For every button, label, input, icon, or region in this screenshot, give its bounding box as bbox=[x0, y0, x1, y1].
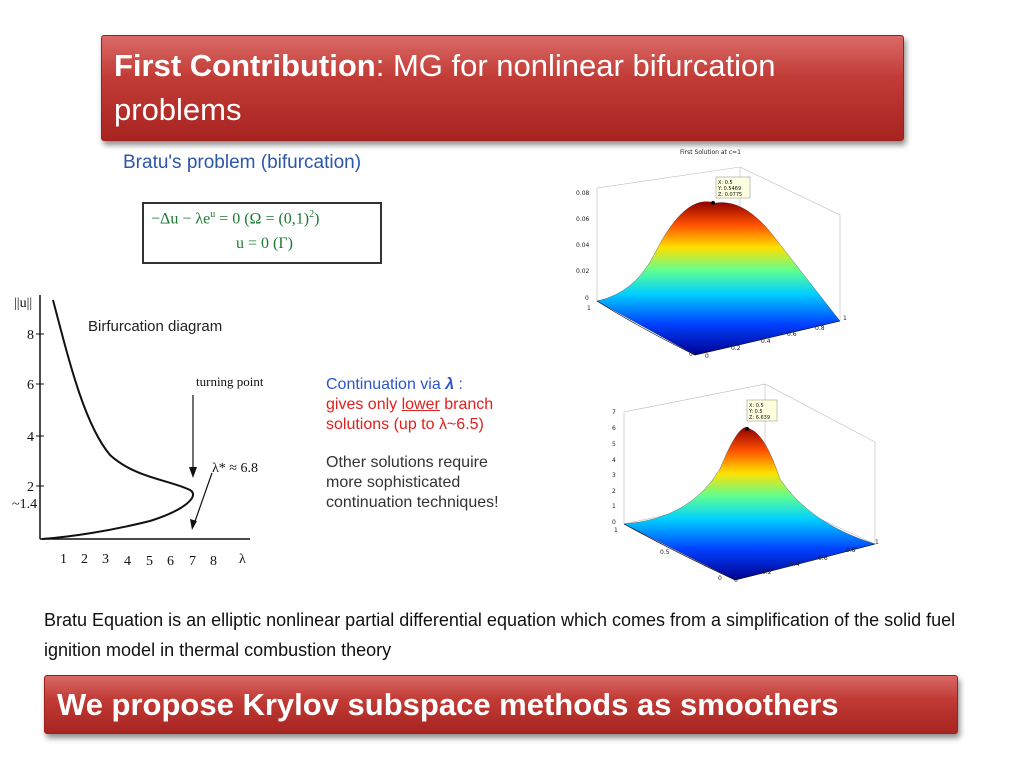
bif-xtick-8: 8 bbox=[210, 554, 217, 569]
bif-title: Birfurcation diagram bbox=[88, 318, 222, 335]
bif-xlabel: λ bbox=[239, 552, 246, 567]
title-banner: First Contribution: MG for nonlinear bif… bbox=[101, 35, 904, 141]
bif-xtick-2: 2 bbox=[81, 552, 88, 567]
plot2-surface bbox=[623, 427, 876, 581]
plot1-xtick-0.2: 0.2 bbox=[731, 345, 741, 352]
bif-ytick-8: 8 bbox=[27, 328, 34, 343]
plot2-ztick-5: 5 bbox=[612, 441, 616, 448]
bifurcation-diagram: ||u|| 8 6 4 2 ~1.4 1 2 3 4 5 6 7 8 λ Bir… bbox=[12, 295, 264, 569]
plot2-xtick-0.6: 0.6 bbox=[818, 555, 828, 562]
plot2-xtick-0.4: 0.4 bbox=[790, 561, 800, 568]
plot2-ztick-0: 0 bbox=[612, 519, 616, 526]
plot1-tip-x: X: 0.5 bbox=[718, 180, 733, 186]
plot2-ztick-7: 7 bbox=[612, 409, 616, 416]
bif-ytick-1.4: ~1.4 bbox=[12, 497, 37, 512]
plot2-xtick-0.2: 0.2 bbox=[762, 569, 772, 576]
plot2-ztick-1: 1 bbox=[612, 503, 616, 510]
plot1-ytick-0: 0 bbox=[689, 351, 693, 358]
equation-box: −Δu − λeu = 0 (Ω = (0,1)2) u = 0 (Γ) bbox=[142, 202, 382, 264]
equation-line-2: u = 0 (Γ) bbox=[236, 235, 293, 252]
plot1-xtick-0.8: 0.8 bbox=[815, 325, 825, 332]
bif-xtick-5: 5 bbox=[146, 554, 153, 569]
plot1-ztick-0: 0 bbox=[585, 295, 589, 302]
plot1-surface bbox=[596, 201, 841, 356]
plot1-xtick-0.6: 0.6 bbox=[787, 331, 797, 338]
plot1-xtick-0: 0 bbox=[705, 353, 709, 360]
cont-line-1: Continuation via λ : bbox=[326, 376, 463, 393]
plot2-ztick-3: 3 bbox=[612, 472, 616, 479]
plot1-ztick-0.02: 0.02 bbox=[576, 268, 590, 275]
plot2-ztick-6: 6 bbox=[612, 425, 616, 432]
plot1-tip-y: Y: 0.5469 bbox=[717, 186, 741, 192]
plot1-title: First Solution at c=1 bbox=[680, 149, 741, 156]
plot2-ztick-4: 4 bbox=[612, 457, 616, 464]
plot2-xtick-0: 0 bbox=[734, 577, 738, 584]
bif-y-ticks: 8 6 4 2 ~1.4 bbox=[12, 328, 37, 512]
plot2-ytick-0: 0 bbox=[718, 575, 722, 582]
plot1-ztick-0.04: 0.04 bbox=[576, 242, 590, 249]
title-rest: : MG for nonlinear bifurcation problems bbox=[114, 48, 776, 127]
plot2-ztick-2: 2 bbox=[612, 488, 616, 495]
cont-line-2: gives only lower branch bbox=[326, 396, 494, 413]
continuation-text: Continuation via λ : gives only lower br… bbox=[326, 375, 566, 513]
slide-title: First Contribution: MG for nonlinear bif… bbox=[114, 44, 893, 132]
plot1-tip-z: Z: 0.0775 bbox=[718, 192, 742, 198]
bif-xtick-4: 4 bbox=[124, 554, 131, 569]
bif-ytick-6: 6 bbox=[27, 378, 34, 393]
surface-plot-1: First Solution at c=1 X: 0.5 Y: 0.5469 Z… bbox=[576, 149, 847, 360]
plot2-tip-y: Y: 0.5 bbox=[748, 409, 763, 415]
plot1-xtick-0.4: 0.4 bbox=[761, 338, 771, 345]
cont-line-4: Other solutions require bbox=[326, 454, 488, 471]
bif-xtick-3: 3 bbox=[102, 552, 109, 567]
plot2-tip-z: Z: 6.639 bbox=[749, 415, 770, 421]
plot1-ytick-1: 1 bbox=[587, 305, 591, 312]
plot2-xtick-0.8: 0.8 bbox=[846, 547, 856, 554]
bif-xtick-6: 6 bbox=[167, 554, 174, 569]
footer-text: We propose Krylov subspace methods as sm… bbox=[57, 687, 839, 722]
title-bold: First Contribution bbox=[114, 48, 376, 83]
description-text: Bratu Equation is an elliptic nonlinear … bbox=[44, 610, 956, 660]
bif-x-ticks: 1 2 3 4 5 6 7 8 λ bbox=[60, 552, 246, 569]
bif-xtick-7: 7 bbox=[189, 554, 196, 569]
plot2-xtick-1: 1 bbox=[875, 539, 879, 546]
bif-xtick-1: 1 bbox=[60, 552, 67, 567]
bif-curve bbox=[41, 299, 194, 540]
plot1-ztick-0.08: 0.08 bbox=[576, 190, 590, 197]
equation-line-1: −Δu − λeu = 0 (Ω = (0,1)2) bbox=[151, 209, 320, 228]
bif-ytick-2: 2 bbox=[27, 480, 34, 495]
plot2-ytick-0.5: 0.5 bbox=[660, 549, 670, 556]
bif-ylabel: ||u|| bbox=[14, 296, 32, 311]
plot1-xtick-1: 1 bbox=[843, 315, 847, 322]
turning-point-label: turning point bbox=[196, 374, 264, 389]
footer-banner: We propose Krylov subspace methods as sm… bbox=[44, 675, 958, 734]
bif-ytick-4: 4 bbox=[27, 430, 34, 445]
plot1-ztick-0.06: 0.06 bbox=[576, 216, 590, 223]
cont-line-5: more sophisticated bbox=[326, 474, 461, 491]
plot2-ytick-1: 1 bbox=[614, 527, 618, 534]
plot2-tip-x: X: 0.5 bbox=[749, 403, 764, 409]
bratu-heading: Bratu's problem (bifurcation) bbox=[123, 152, 362, 173]
cont-line-6: continuation techniques! bbox=[326, 494, 499, 511]
surface-plot-2: X: 0.5 Y: 0.5 Z: 6.639 7 6 5 4 3 2 1 0 1… bbox=[612, 383, 879, 584]
cont-line-3: solutions (up to λ~6.5) bbox=[326, 416, 484, 433]
lambda-star-label: λ* ≈ 6.8 bbox=[212, 461, 258, 476]
